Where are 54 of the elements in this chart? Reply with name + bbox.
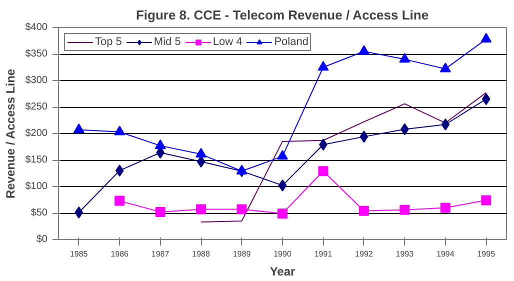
y-tick-label: $300	[25, 75, 48, 86]
y-tick-label: $50	[30, 208, 48, 218]
x-tick-label: 1985	[70, 250, 88, 258]
point	[278, 208, 288, 219]
point	[236, 164, 248, 175]
legend-label: Poland	[274, 36, 308, 48]
x-tick-label: 1995	[477, 250, 496, 258]
point	[318, 60, 329, 71]
x-tick-label: 1990	[274, 250, 292, 258]
point	[115, 164, 124, 177]
y-tick-label: $0	[36, 234, 48, 245]
point	[441, 118, 450, 130]
point	[114, 196, 125, 206]
point	[114, 126, 126, 136]
point	[440, 202, 450, 213]
point	[196, 148, 207, 158]
point	[236, 204, 247, 214]
point	[155, 206, 166, 217]
point	[73, 124, 84, 134]
y-tick-label: $200	[25, 128, 48, 139]
point	[154, 139, 166, 150]
y-tick-label: $150	[25, 154, 48, 166]
x-tick-label: 1992	[355, 250, 374, 258]
x-tick-label: 1986	[110, 250, 130, 258]
legend-label: Low 4	[212, 36, 242, 48]
x-tick-label: 1987	[151, 250, 170, 258]
point	[358, 206, 369, 216]
chart-title: Figure 8. CCE - Telecom Revenue / Access Line	[136, 8, 429, 22]
point	[74, 206, 84, 218]
x-tick-label: 1993	[396, 250, 414, 258]
point	[399, 53, 410, 63]
point	[196, 204, 206, 214]
y-tick-label: $400	[25, 22, 48, 33]
y-axis-title: Revenue / Access Line	[3, 68, 18, 199]
y-tick-label: $100	[25, 181, 48, 192]
legend-label: Mid 5	[154, 36, 181, 48]
x-tick-label: 1988	[192, 250, 210, 258]
point	[440, 62, 451, 72]
point	[400, 204, 410, 215]
point	[481, 195, 492, 206]
point	[358, 45, 370, 55]
legend-label: Top 5	[95, 36, 122, 48]
point	[482, 93, 490, 106]
x-axis-title: Year	[270, 264, 296, 278]
point	[278, 179, 287, 192]
point	[318, 166, 328, 176]
point	[360, 130, 368, 143]
x-tick-label: 1991	[314, 250, 333, 258]
y-tick-label: $350	[25, 48, 48, 60]
point	[277, 150, 288, 160]
x-tick-label: 1994	[436, 250, 455, 258]
x-tick-label: 1989	[232, 250, 252, 258]
y-tick-label: $250	[25, 102, 48, 112]
point	[480, 32, 492, 43]
